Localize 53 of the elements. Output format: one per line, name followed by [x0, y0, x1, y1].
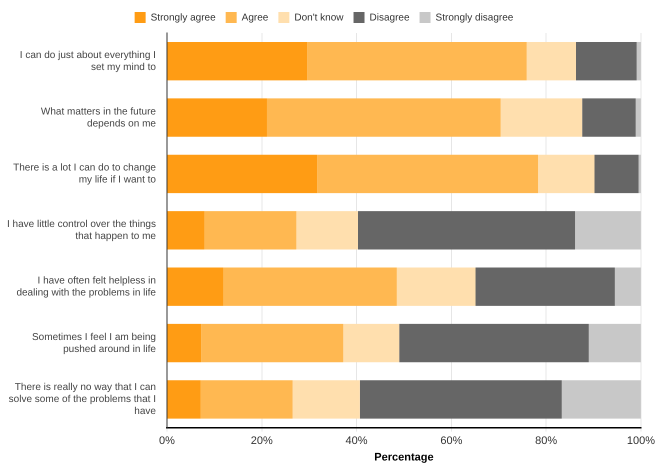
bar	[360, 380, 562, 419]
x-tick-label: 40%	[346, 435, 368, 448]
bar	[588, 324, 641, 362]
bar	[576, 42, 637, 80]
bar	[500, 98, 582, 137]
bar	[266, 98, 501, 137]
x-tick-label: 20%	[250, 435, 273, 448]
bar	[614, 268, 641, 306]
x-tick-label: 80%	[535, 435, 558, 448]
bar	[562, 380, 641, 419]
y-tick-label: What matters in the future depends on me	[40, 106, 156, 130]
x-axis-title: Percentage	[374, 451, 434, 464]
bar	[167, 211, 204, 250]
bar	[594, 154, 639, 194]
bar	[200, 380, 293, 419]
bar	[399, 324, 589, 362]
bar	[167, 154, 318, 194]
bar	[636, 98, 641, 137]
bar	[307, 42, 527, 80]
y-tick-label: I can do just about everything I set my mind to	[20, 50, 156, 73]
legend-label: Don't know	[294, 12, 344, 24]
bar	[396, 268, 476, 306]
bar	[343, 324, 400, 362]
y-tick-label: There is really no way that I can solve some of the problems that I have	[8, 382, 156, 418]
bar	[204, 211, 296, 250]
bar	[167, 324, 202, 362]
legend-label: Agree	[242, 12, 269, 24]
bar	[167, 380, 201, 419]
bar	[476, 268, 615, 306]
bar	[575, 211, 641, 250]
x-tick-label: 60%	[440, 435, 463, 448]
legend-label: Strongly disagree	[436, 12, 514, 24]
x-tick-label: 0%	[159, 435, 176, 448]
bar	[167, 98, 267, 137]
legend-label: Strongly agree	[150, 12, 216, 24]
bar	[526, 42, 576, 80]
bar	[167, 268, 224, 306]
x-tick-label: 100%	[626, 435, 656, 448]
bar	[201, 324, 344, 362]
bar	[296, 211, 358, 250]
bar	[358, 211, 576, 250]
bar	[292, 380, 360, 419]
bar	[636, 42, 641, 80]
bar	[167, 42, 308, 80]
y-tick-label: I have little control over the things that happen to me	[6, 219, 156, 242]
y-tick-label: I have often felt helpless in dealing with the problems in life	[16, 275, 156, 298]
legend-label: Disagree	[370, 12, 410, 24]
y-tick-label: Sometimes I feel I am being pushed around in life	[32, 332, 156, 355]
bar	[223, 268, 397, 306]
bar	[317, 154, 538, 194]
bar	[538, 154, 594, 194]
y-tick-label: There is a lot I can do to change my life if I want to	[13, 162, 156, 186]
bar	[582, 98, 636, 137]
